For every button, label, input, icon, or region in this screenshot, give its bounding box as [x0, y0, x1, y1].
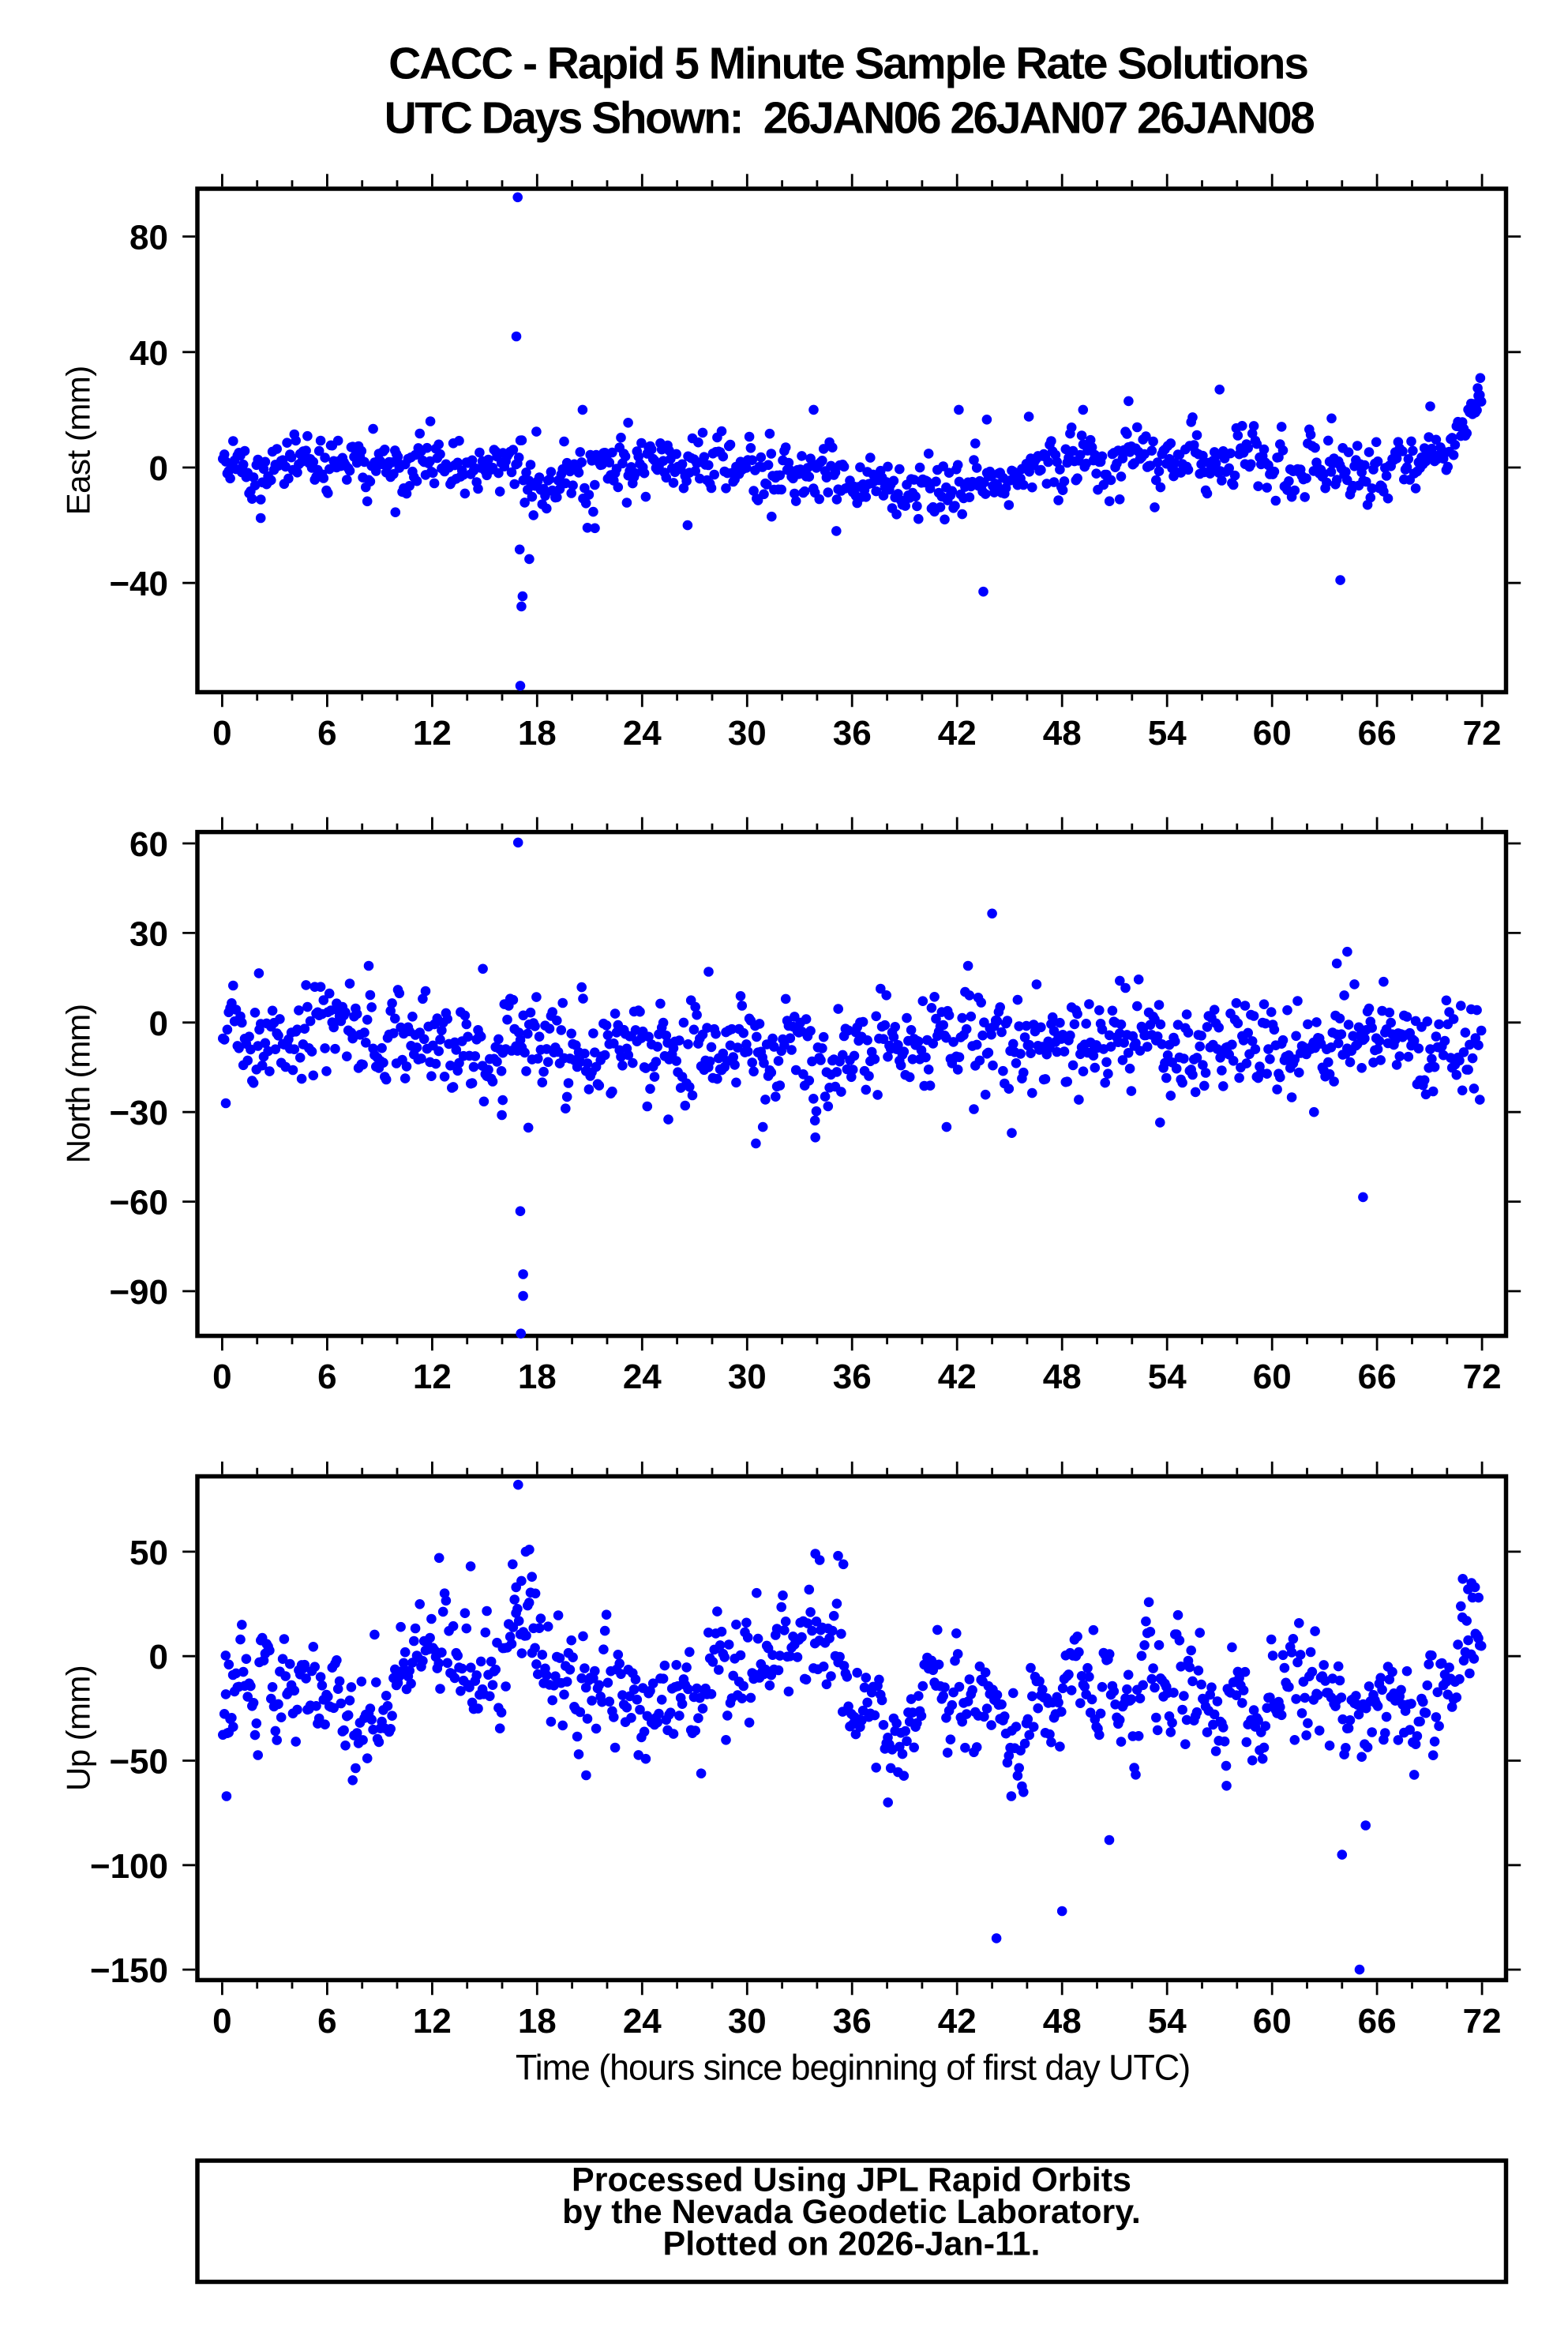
svg-text:−90: −90 [109, 1273, 168, 1312]
svg-text:−30: −30 [109, 1094, 168, 1132]
svg-text:72: 72 [1463, 2002, 1502, 2041]
svg-text:40: 40 [129, 334, 168, 373]
svg-text:30: 30 [129, 914, 168, 953]
svg-text:42: 42 [938, 714, 977, 753]
svg-text:66: 66 [1358, 714, 1397, 753]
svg-text:42: 42 [938, 1358, 977, 1396]
svg-text:66: 66 [1358, 2002, 1397, 2041]
svg-text:by the Nevada Geodetic Laborat: by the Nevada Geodetic Laboratory. [562, 2193, 1141, 2231]
svg-text:12: 12 [413, 714, 452, 753]
svg-text:East (mm): East (mm) [60, 366, 97, 515]
svg-text:50: 50 [129, 1534, 168, 1572]
svg-text:6: 6 [317, 2002, 336, 2041]
svg-text:60: 60 [1253, 2002, 1292, 2041]
svg-text:0: 0 [149, 1638, 168, 1677]
svg-text:0: 0 [212, 1358, 231, 1396]
svg-text:6: 6 [317, 714, 336, 753]
svg-text:0: 0 [212, 2002, 231, 2041]
svg-text:48: 48 [1043, 2002, 1082, 2041]
svg-text:6: 6 [317, 1358, 336, 1396]
svg-text:30: 30 [728, 714, 767, 753]
svg-text:Plotted on 2026-Jan-11.: Plotted on 2026-Jan-11. [663, 2225, 1041, 2263]
svg-text:54: 54 [1148, 1358, 1187, 1396]
svg-text:72: 72 [1463, 714, 1502, 753]
svg-text:18: 18 [518, 714, 557, 753]
svg-text:36: 36 [833, 1358, 872, 1396]
svg-text:Processed Using JPL Rapid Orbi: Processed Using JPL Rapid Orbits [572, 2161, 1131, 2199]
svg-text:0: 0 [149, 449, 168, 488]
svg-text:12: 12 [413, 2002, 452, 2041]
svg-text:24: 24 [623, 714, 662, 753]
svg-text:60: 60 [1253, 1358, 1292, 1396]
svg-text:54: 54 [1148, 2002, 1187, 2041]
svg-text:48: 48 [1043, 714, 1082, 753]
svg-text:48: 48 [1043, 1358, 1082, 1396]
svg-text:24: 24 [623, 1358, 662, 1396]
svg-text:Time (hours since beginning of: Time (hours since beginning of first day… [516, 2047, 1190, 2087]
svg-text:24: 24 [623, 2002, 662, 2041]
svg-text:36: 36 [833, 2002, 872, 2041]
svg-text:80: 80 [129, 219, 168, 257]
svg-text:30: 30 [728, 1358, 767, 1396]
svg-text:42: 42 [938, 2002, 977, 2041]
svg-text:0: 0 [212, 714, 231, 753]
svg-text:−40: −40 [109, 565, 168, 603]
svg-text:UTC Days Shown: 26JAN06 26JAN: UTC Days Shown: 26JAN06 26JAN07 26JAN08 [384, 93, 1315, 144]
svg-text:−100: −100 [90, 1847, 168, 1886]
svg-text:36: 36 [833, 714, 872, 753]
svg-text:Up (mm): Up (mm) [60, 1665, 97, 1791]
svg-text:30: 30 [728, 2002, 767, 2041]
svg-text:66: 66 [1358, 1358, 1397, 1396]
svg-text:−60: −60 [109, 1184, 168, 1222]
svg-text:CACC - Rapid 5 Minute Sample R: CACC - Rapid 5 Minute Sample Rate Soluti… [388, 39, 1307, 89]
svg-text:54: 54 [1148, 714, 1187, 753]
svg-text:0: 0 [149, 1005, 168, 1043]
svg-text:12: 12 [413, 1358, 452, 1396]
svg-text:60: 60 [129, 825, 168, 864]
svg-text:18: 18 [518, 1358, 557, 1396]
svg-text:North (mm): North (mm) [60, 1005, 97, 1163]
svg-text:72: 72 [1463, 1358, 1502, 1396]
svg-text:−50: −50 [109, 1743, 168, 1782]
svg-text:60: 60 [1253, 714, 1292, 753]
svg-text:−150: −150 [90, 1951, 168, 1990]
svg-text:18: 18 [518, 2002, 557, 2041]
